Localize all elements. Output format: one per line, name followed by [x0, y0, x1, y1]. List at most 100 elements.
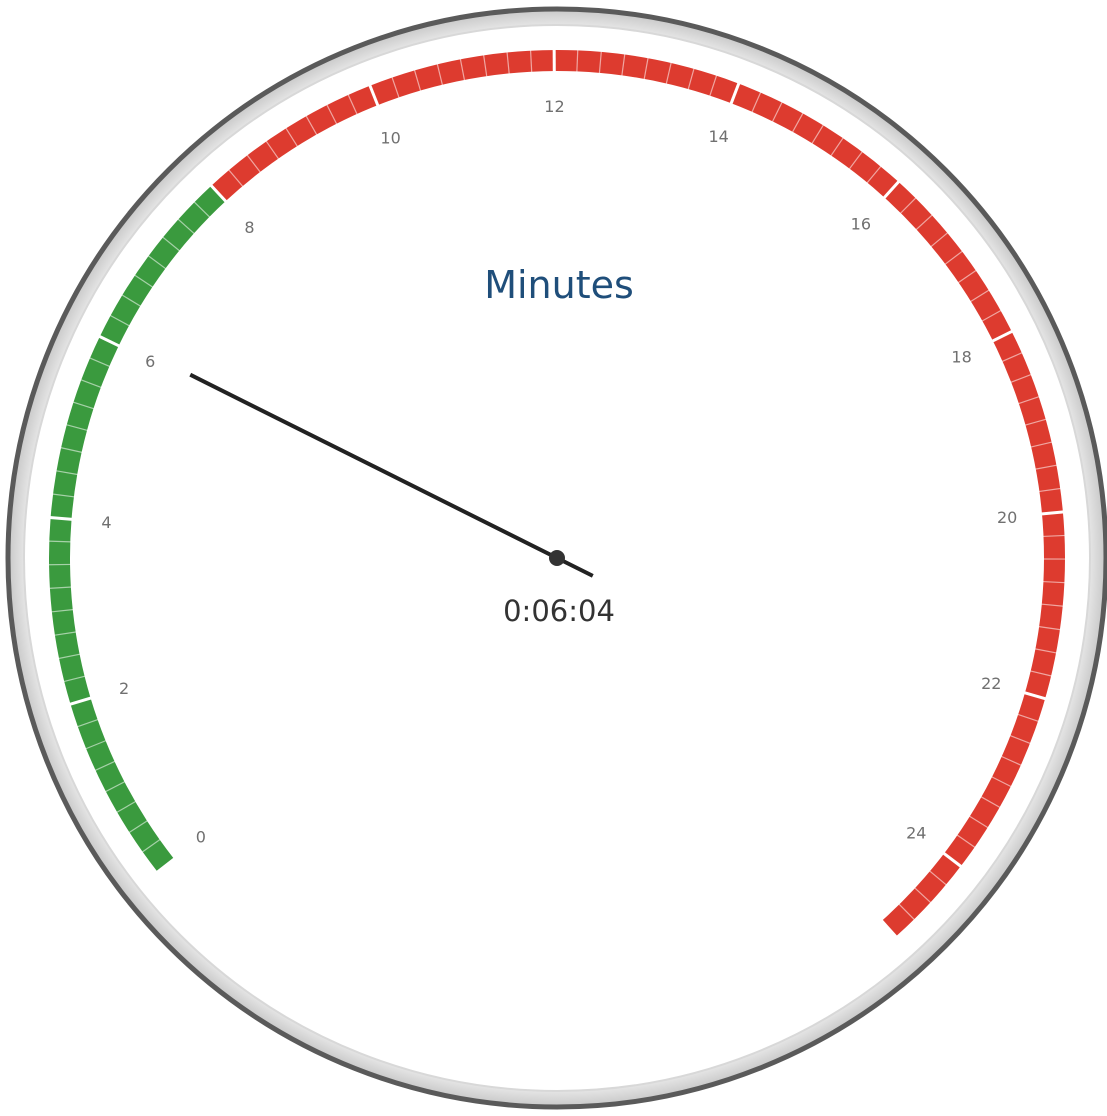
gauge-minor-tick — [76, 718, 99, 728]
gauge-minor-tick — [1009, 734, 1032, 745]
gauge-minor-tick — [55, 470, 79, 476]
gauge-minor-tick — [969, 289, 990, 303]
gauge-major-tick — [49, 516, 73, 521]
gauge-minor-tick — [459, 58, 466, 81]
gauge-tick-label: 10 — [380, 129, 400, 148]
gauge-minor-tick — [576, 49, 579, 73]
gauge-minor-tick — [980, 795, 1001, 809]
gauge-minor-tick — [80, 379, 103, 389]
gauge-minor-tick — [1030, 441, 1053, 448]
gauge-minor-tick — [133, 274, 154, 288]
gauge-minor-tick — [48, 540, 72, 543]
gauge-minor-tick — [990, 775, 1012, 788]
gauge-tick-label: 16 — [851, 214, 871, 233]
gauge-minor-tick — [1024, 418, 1047, 426]
gauge-minor-tick — [915, 214, 934, 231]
gauge-minor-tick — [1038, 625, 1062, 631]
gauge-minor-tick — [57, 653, 81, 660]
gauge-minor-tick — [84, 739, 107, 750]
gauge-tick-label: 2 — [119, 679, 129, 698]
gauge-minor-tick — [709, 74, 718, 97]
gauge-minor-tick — [141, 838, 161, 853]
gauge-minor-tick — [899, 197, 917, 215]
gauge-minor-tick — [1029, 670, 1053, 677]
gauge-range-bands — [49, 49, 1066, 936]
gauge-major-tick — [368, 84, 380, 107]
gauge-major-tick — [1023, 691, 1047, 701]
gauge-minor-tick — [687, 67, 695, 91]
gauge-tick-label: 0 — [196, 827, 206, 846]
gauge-major-tick — [882, 180, 901, 200]
gauge-minor-tick — [898, 903, 916, 921]
gauge-minor-tick — [246, 154, 262, 174]
gauge-minor-tick — [529, 49, 533, 73]
gauge-minor-tick — [94, 760, 116, 772]
gauge-minor-tick — [598, 50, 602, 74]
gauge-minor-tick — [305, 115, 318, 136]
gauge-tick-label: 6 — [145, 352, 155, 371]
gauge-needle — [189, 372, 594, 578]
gauge-minor-tick — [104, 780, 126, 793]
gauge-major-tick — [1040, 510, 1065, 516]
gauge-title: Minutes — [484, 263, 634, 307]
gauge-minor-tick — [956, 834, 976, 849]
gauge-minor-tick — [63, 675, 86, 683]
gauge-minor-tick — [1017, 395, 1040, 405]
gauge-minor-tick — [65, 423, 89, 432]
gauge-major-tick — [69, 696, 92, 706]
gauge-minor-tick — [161, 236, 181, 252]
gauge-tick-label: 14 — [709, 127, 729, 146]
gauge-minor-tick — [128, 819, 149, 834]
gauge-minor-tick — [1042, 534, 1066, 538]
gauge-minor-tick — [944, 250, 964, 266]
gauge-tick-label: 12 — [544, 97, 564, 116]
gauge-minor-tick — [930, 231, 949, 248]
gauge-tick-label: 8 — [244, 218, 254, 237]
gauge-minor-tick — [88, 357, 111, 368]
gauge-minor-tick — [1017, 713, 1040, 723]
gauge-minor-tick — [482, 54, 488, 78]
gauge-minor-tick — [1042, 580, 1066, 584]
gauge-minor-tick — [147, 254, 167, 270]
gauge-minor-tick — [436, 63, 444, 86]
gauge-minor-tick — [326, 103, 338, 125]
gauge-tick-label: 22 — [981, 674, 1001, 693]
gauge-minor-tick — [866, 165, 882, 184]
gauge-minor-tick — [48, 586, 72, 589]
gauge-range-band-1 — [211, 49, 1066, 936]
gauge-minor-tick — [413, 69, 422, 92]
gauge-minor-tick — [53, 631, 77, 636]
gauge-minor-tick — [115, 800, 137, 814]
gauge-major-tick — [209, 183, 228, 203]
gauge-minor-tick — [968, 815, 989, 829]
gauge-minor-tick — [177, 218, 196, 235]
gauge-major-tick — [729, 82, 741, 105]
gauge-minor-tick — [265, 140, 280, 160]
gauge-minor-tick — [1040, 603, 1064, 607]
gauge-minor-tick — [121, 294, 142, 308]
gauge-minor-tick — [109, 314, 131, 327]
gauge-tick-label: 24 — [906, 823, 926, 842]
gauge-minor-tick — [506, 51, 510, 75]
gauge-minor-tick — [621, 53, 626, 77]
gauge-range-band-0 — [49, 185, 226, 871]
gauge-minor-tick — [72, 401, 95, 410]
gauge-minor-tick — [1034, 464, 1058, 470]
gauge-minor-tick — [665, 61, 672, 85]
gauge-minor-tick — [193, 201, 211, 219]
gauge-minor-tick — [848, 150, 864, 170]
gauge-minor-tick — [391, 76, 400, 99]
gauge-minor-tick — [811, 124, 825, 145]
gauge-minor-tick — [957, 269, 978, 284]
gauge-minor-tick — [643, 57, 649, 80]
gauge-minor-tick — [50, 608, 74, 613]
gauge-minor-tick — [1034, 648, 1058, 654]
gauge-minor-tick — [227, 168, 244, 188]
gauge-minor-tick — [347, 93, 358, 116]
gauge-major-tick — [98, 334, 121, 348]
gauge-major-tick — [942, 851, 963, 869]
gauge-minor-tick — [1000, 755, 1023, 767]
gauge-minor-tick — [928, 870, 948, 886]
